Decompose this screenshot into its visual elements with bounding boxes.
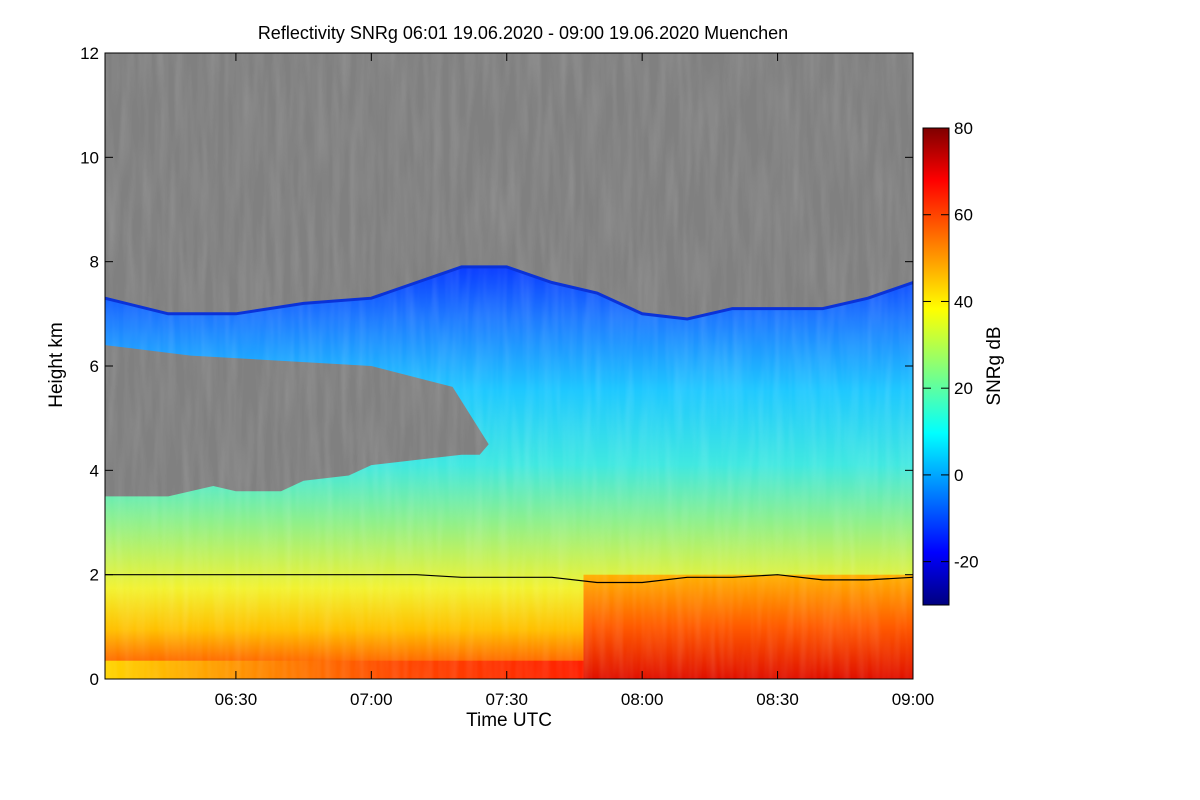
y-tick-label: 10 [80, 148, 99, 167]
y-axis: 0 2 4 6 8 10 12 [80, 44, 913, 689]
x-tick-label: 08:30 [756, 690, 799, 709]
cloud-top-edge [105, 265, 913, 321]
colorbar-label: SNRg dB [984, 326, 1005, 405]
x-tick-label: 08:00 [621, 690, 664, 709]
colorbar-tick-label: -20 [954, 553, 979, 572]
colorbar-tick-label: 40 [954, 292, 973, 311]
x-tick-label: 07:30 [485, 690, 528, 709]
y-axis-label: Height km [46, 322, 67, 408]
chart-title: Reflectivity SNRg 06:01 19.06.2020 - 09:… [258, 23, 788, 43]
y-tick-label: 6 [90, 357, 99, 376]
colorbar-tick-label: 20 [954, 379, 973, 398]
colorbar-tick-label: 60 [954, 206, 973, 225]
overlay-height-line [105, 574, 913, 584]
x-tick-label: 06:30 [215, 690, 258, 709]
colorbar-tick-label: 80 [954, 119, 973, 138]
x-tick-label: 07:00 [350, 690, 393, 709]
y-tick-label: 4 [90, 461, 99, 480]
plot-area [105, 53, 913, 679]
x-axis: 06:30 07:00 07:30 08:00 08:30 09:00 [215, 53, 935, 709]
colorbar-ticks: -20 0 20 40 60 80 [923, 119, 979, 572]
x-axis-label: Time UTC [466, 710, 552, 731]
colorbar-tick-label: 0 [954, 466, 963, 485]
y-tick-label: 0 [90, 670, 99, 689]
x-tick-label: 09:00 [892, 690, 935, 709]
y-tick-label: 2 [90, 566, 99, 585]
y-tick-label: 8 [90, 253, 99, 272]
y-tick-label: 12 [80, 44, 99, 63]
texture-overlay [105, 53, 913, 679]
colorbar [922, 127, 950, 606]
